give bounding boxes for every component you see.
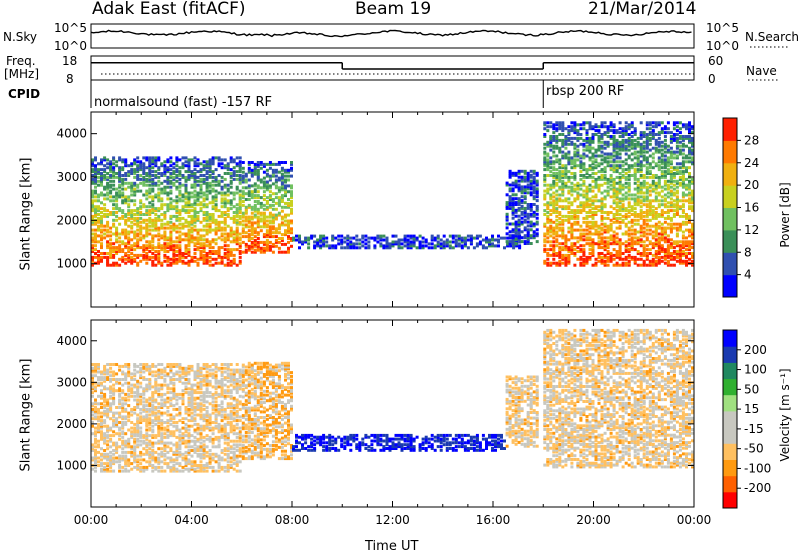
- beam-title: Beam 19: [355, 0, 432, 19]
- power-colorbar-tick-2: 8: [744, 245, 752, 259]
- power-colorbar-tick-6: 24: [744, 156, 759, 170]
- xaxis-tick-3: 08:00: [275, 513, 310, 527]
- nsky-label: N.Sky: [3, 30, 38, 44]
- nsky-trace: [90, 29, 692, 38]
- power-colorbar-cell-3: [723, 229, 737, 253]
- power-colorbar-tick-3: 12: [744, 223, 759, 237]
- freq-tick-low: 8: [66, 72, 74, 86]
- power-ytick-2: 2000: [56, 213, 87, 227]
- cpid-segment-1: normalsound (fast) -157 RF: [94, 95, 272, 110]
- power-colorbar-tick-1: 4: [744, 268, 752, 282]
- nave-tick-low: 0: [708, 72, 716, 86]
- nsky-panel-frame: [90, 23, 695, 49]
- nsearch-tick-high: 10^5: [706, 21, 739, 35]
- nsky-tick-high: 10^5: [54, 21, 87, 35]
- power-panel-frame: [90, 111, 695, 308]
- nsearch-tick-low: 10^0: [706, 39, 739, 53]
- velocity-echo-field: [91, 328, 694, 473]
- xaxis-title: Time UT: [365, 539, 419, 554]
- velocity-colorbar-cell-7: [723, 394, 737, 412]
- freq-panel-frame: [90, 55, 695, 81]
- velocity-colorbar-tick-6: -50: [744, 442, 764, 456]
- velocity-ytick-2: 2000: [56, 417, 87, 431]
- velocity-colorbar-cell-11: [723, 330, 737, 347]
- power-colorbar-cell-8: [723, 118, 737, 141]
- power-colorbar-cell-2: [723, 252, 737, 276]
- cpid-label: CPID: [8, 87, 41, 101]
- velocity-colorbar-cell-10: [723, 346, 737, 363]
- velocity-colorbar-tick-4: 15: [744, 402, 759, 416]
- date-title: 21/Mar/2014: [588, 0, 697, 19]
- xaxis-tick-5: 16:00: [476, 513, 511, 527]
- velocity-ytick-4: 4000: [56, 334, 87, 348]
- velocity-ytick-1: 1000: [56, 458, 87, 472]
- power-colorbar-cell-4: [723, 207, 737, 231]
- velocity-colorbar-cell-3: [723, 459, 737, 477]
- nave-label: Nave: [746, 64, 777, 78]
- cpid-segment-2: rbsp 200 RF: [546, 84, 625, 99]
- freq-unit: [MHz]: [4, 67, 40, 81]
- power-colorbar-tick-5: 20: [744, 178, 759, 192]
- power-colorbar-cell-7: [723, 140, 737, 164]
- velocity-colorbar-cell-4: [723, 443, 737, 460]
- nave-tick-high: 60: [708, 54, 724, 68]
- power-colorbar-cell-1: [723, 274, 737, 298]
- power-colorbar-tick-7: 28: [744, 133, 759, 147]
- freq-tick-high: 18: [62, 54, 78, 68]
- xaxis-tick-1: 00:00: [74, 513, 109, 527]
- velocity-colorbar-tick-3: 50: [744, 382, 759, 396]
- power-echo-field: [91, 121, 694, 267]
- nsky-tick-low: 10^0: [54, 39, 87, 53]
- velocity-colorbar-cell-1: [723, 491, 737, 509]
- xaxis-tick-7: 00:00: [677, 513, 712, 527]
- power-colorbar-cell-6: [723, 162, 737, 186]
- velocity-colorbar-tick-7: -100: [744, 461, 771, 475]
- velocity-colorbar-tick-5: -15: [744, 422, 764, 436]
- freq-label: Freq.: [6, 54, 36, 68]
- nsearch-label: N.Search: [745, 30, 800, 44]
- power-ytick-1: 1000: [56, 257, 87, 271]
- power-ytick-4: 4000: [56, 127, 87, 141]
- velocity-colorbar-tick-8: -200: [744, 481, 771, 495]
- xaxis-tick-6: 20:00: [576, 513, 611, 527]
- velocity-colorbar-tick-1: 200: [744, 343, 767, 357]
- velocity-colorbar-cell-8: [723, 378, 737, 396]
- xaxis-tick-4: 12:00: [375, 513, 410, 527]
- velocity-panel-frame: [90, 319, 695, 508]
- velocity-colorbar-cell-6: [723, 410, 737, 428]
- velocity-colorbar-cell-2: [723, 475, 737, 493]
- velocity-colorbar-frame: [722, 329, 738, 509]
- xaxis-tick-2: 04:00: [174, 513, 209, 527]
- power-ytick-3: 3000: [56, 170, 87, 184]
- velocity-ytick-3: 3000: [56, 375, 87, 389]
- power-colorbar-cell-5: [723, 185, 737, 208]
- velocity-colorbar-cell-9: [723, 362, 737, 380]
- velocity-colorbar-cell-5: [723, 427, 737, 444]
- station-title: Adak East (fitACF): [92, 0, 246, 19]
- power-colorbar-tick-4: 16: [744, 201, 759, 215]
- velocity-colorbar-tick-2: 100: [744, 363, 767, 377]
